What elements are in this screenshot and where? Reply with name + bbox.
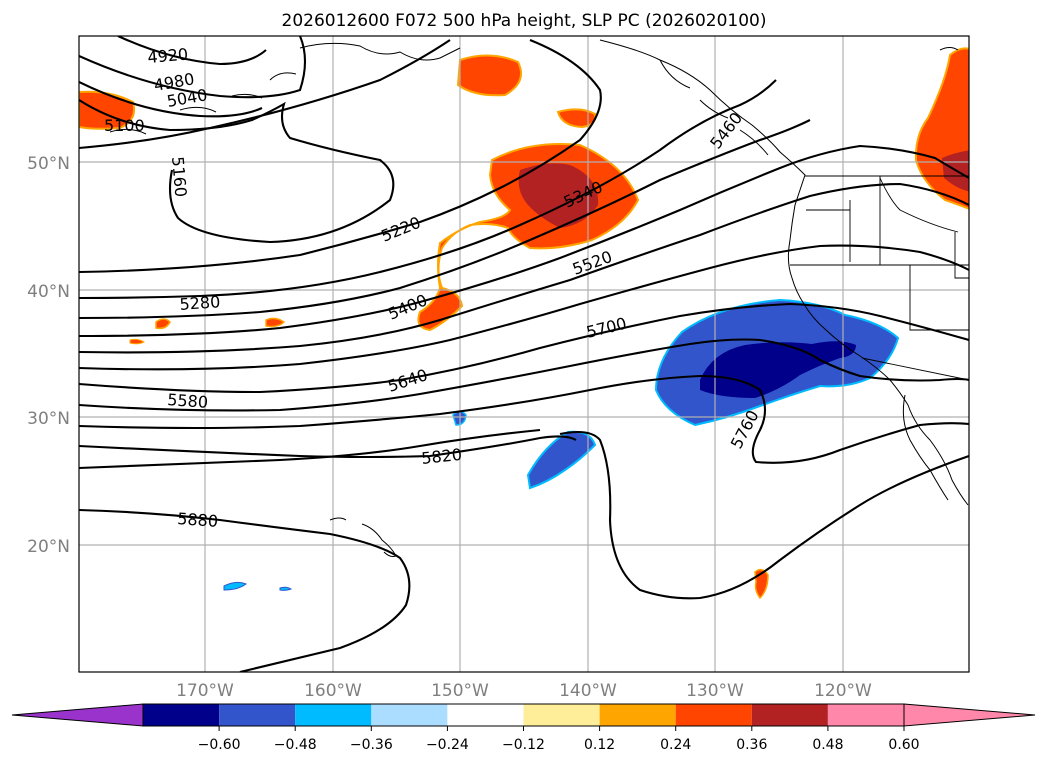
colorbar-under-extension [11, 703, 144, 727]
contour-label: 5700 [584, 314, 628, 342]
colorbar-bin [447, 704, 524, 726]
map-title: 2026012600 F072 500 hPa height, SLP PC (… [282, 11, 767, 31]
coastlines [109, 39, 969, 557]
graticule [79, 36, 969, 672]
lon-label: 160°W [304, 681, 362, 701]
contour-label: 5580 [167, 390, 209, 412]
colorbar-bin [143, 704, 220, 726]
colorbar-bin [827, 704, 904, 726]
lat-label: 50°N [27, 154, 70, 174]
colorbar-bin [751, 704, 828, 726]
colorbar: −0.60 −0.48 −0.36 −0.24 −0.12 0.12 0.24 0.36 0.4… [11, 703, 1036, 753]
colorbar-bin [371, 704, 448, 726]
colorbar-bin [599, 704, 676, 726]
colorbar-tick-label: 0.60 [888, 737, 919, 753]
contour-label-group: 4920 4980 5040 5100 5160 5220 5280 5340 … [104, 45, 763, 531]
colorbar-tick-label: −0.12 [502, 737, 545, 753]
contour-label: 5280 [179, 292, 221, 314]
colorbar-bin [295, 704, 372, 726]
colorbar-bin [523, 704, 600, 726]
contour-label: 5640 [385, 365, 430, 396]
colorbar-tick-label: 0.48 [812, 737, 843, 753]
colorbar-tick-label: 0.36 [736, 737, 767, 753]
contour-label: 5220 [378, 213, 423, 246]
lon-label: 120°W [814, 681, 872, 701]
contour-label: 4920 [147, 45, 189, 67]
lat-label: 20°N [27, 537, 70, 557]
negative-anomalies [223, 298, 900, 591]
lat-label: 30°N [27, 409, 70, 429]
colorbar-bin [675, 704, 752, 726]
height-contours [79, 36, 969, 672]
lon-label: 150°W [431, 681, 489, 701]
colorbar-tick-label: −0.36 [350, 737, 393, 753]
lon-label: 130°W [686, 681, 744, 701]
map-area: 4920 4980 5040 5100 5160 5220 5280 5340 … [79, 36, 969, 672]
lon-label: 170°W [176, 681, 234, 701]
colorbar-tick-label: −0.48 [274, 737, 317, 753]
colorbar-tick-label: −0.60 [198, 737, 241, 753]
contour-label: 5880 [177, 509, 219, 531]
colorbar-bin [219, 704, 296, 726]
colorbar-tick-label: −0.24 [426, 737, 469, 753]
contour-label: 5100 [104, 116, 145, 135]
contour-label: 5160 [168, 156, 190, 198]
lon-label: 140°W [559, 681, 617, 701]
borders [790, 175, 969, 381]
lat-label: 40°N [27, 282, 70, 302]
colorbar-tick-label: 0.24 [660, 737, 691, 753]
colorbar-over-extension [903, 703, 1036, 727]
contour-label: 5820 [420, 445, 462, 468]
map-frame [78, 35, 970, 673]
latitude-labels: 50°N 40°N 30°N 20°N [27, 154, 70, 557]
colorbar-tick-label: 0.12 [584, 737, 615, 753]
longitude-labels: 170°W 160°W 150°W 140°W 130°W 120°W [176, 681, 872, 701]
